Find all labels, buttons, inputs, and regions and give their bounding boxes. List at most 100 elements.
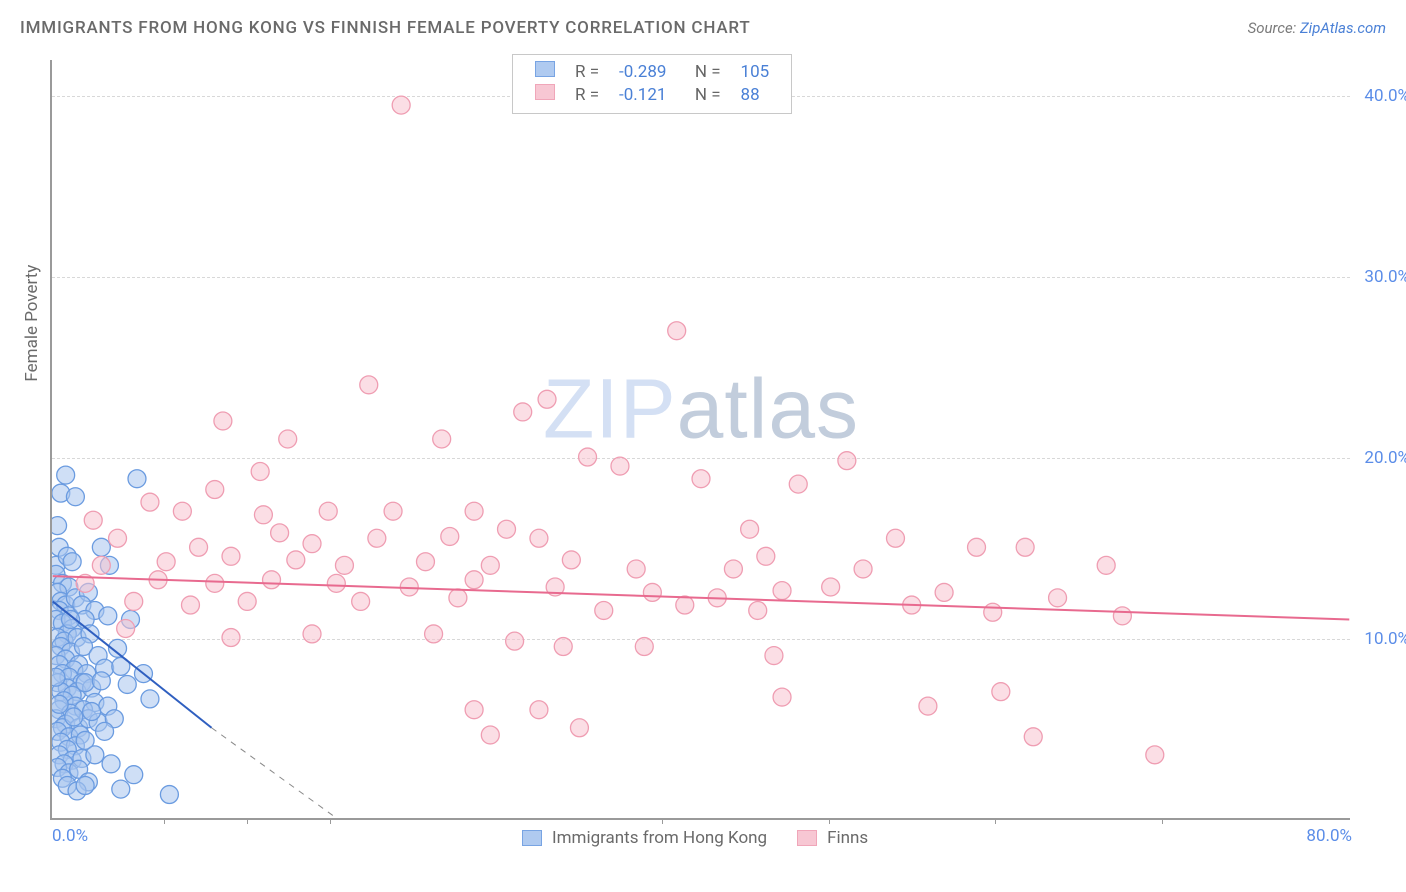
data-point-fi [433,430,451,448]
data-point-fi [757,547,775,565]
data-point-fi [384,502,402,520]
x-tick-mark [330,818,331,824]
data-point-hk [63,553,81,571]
data-point-fi [271,524,289,542]
data-point-fi [935,583,953,601]
data-point-fi [854,560,872,578]
data-point-hk [134,665,152,683]
data-point-fi [789,475,807,493]
data-point-fi [441,527,459,545]
data-point-fi [92,556,110,574]
data-point-hk [160,786,178,804]
data-point-hk [128,470,146,488]
data-point-fi [506,632,524,650]
data-point-hk [112,657,130,675]
data-point-hk [52,668,65,686]
data-point-fi [125,592,143,610]
data-point-fi [319,502,337,520]
data-point-fi [643,583,661,601]
x-tick-label: 80.0% [1306,826,1352,846]
data-point-fi [238,592,256,610]
data-point-fi [773,582,791,600]
data-point-fi [530,701,548,719]
data-point-fi [546,578,564,596]
x-tick-label: 0.0% [52,826,88,846]
data-point-fi [611,457,629,475]
data-point-fi [279,430,297,448]
swatch-fi [797,830,817,846]
data-point-hk [109,639,127,657]
y-tick-label: 10.0% [1364,629,1406,649]
plot-area: ZIPatlas R =-0.289 N =105 R =-0.121 N =8… [50,60,1350,820]
data-point-fi [968,538,986,556]
x-tick-mark [829,818,830,824]
data-point-fi [919,697,937,715]
data-point-fi [1049,589,1067,607]
data-point-fi [368,529,386,547]
swatch-hk [522,830,542,846]
data-point-fi [251,463,269,481]
data-point-fi [838,452,856,470]
data-point-fi [417,553,435,571]
source-link[interactable]: ZipAtlas.com [1300,19,1386,37]
data-point-fi [481,726,499,744]
data-point-hk [66,488,84,506]
legend-row-fi: R =-0.121 N =88 [529,84,775,107]
data-point-fi [117,620,135,638]
data-point-hk [92,672,110,690]
data-point-hk [92,538,110,556]
data-point-fi [400,578,418,596]
data-point-fi [303,625,321,643]
data-point-fi [109,529,127,547]
data-point-fi [579,448,597,466]
data-point-hk [65,708,83,726]
data-point-hk [52,695,68,713]
data-point-fi [157,553,175,571]
y-tick-label: 20.0% [1364,448,1406,468]
source-credit: Source: ZipAtlas.com [1248,19,1386,37]
data-point-fi [724,560,742,578]
data-point-fi [327,574,345,592]
data-point-fi [449,589,467,607]
data-point-fi [822,578,840,596]
data-point-hk [96,722,114,740]
data-point-fi [1016,538,1034,556]
data-point-fi [465,701,483,719]
legend-item-fi: Finns [797,828,868,848]
data-point-fi [206,574,224,592]
data-point-fi [530,529,548,547]
data-point-fi [1097,556,1115,574]
data-point-fi [773,688,791,706]
data-point-fi [206,481,224,499]
data-point-fi [708,589,726,607]
swatch-hk [535,61,555,77]
data-point-fi [360,376,378,394]
x-tick-mark [1162,818,1163,824]
data-point-hk [83,703,101,721]
data-point-fi [562,551,580,569]
data-point-fi [692,470,710,488]
data-point-fi [903,596,921,614]
data-point-fi [1113,607,1131,625]
data-point-hk [57,466,75,484]
data-point-fi [887,529,905,547]
data-point-fi [765,647,783,665]
data-point-fi [538,390,556,408]
data-point-fi [84,511,102,529]
data-point-fi [635,638,653,656]
data-point-hk [99,607,117,625]
swatch-fi [535,84,555,100]
data-point-fi [392,96,410,114]
data-point-fi [222,629,240,647]
data-point-fi [1024,728,1042,746]
data-point-hk [118,675,136,693]
data-point-fi [181,596,199,614]
data-point-fi [335,556,353,574]
data-point-fi [481,556,499,574]
data-point-fi [676,596,694,614]
data-point-fi [741,520,759,538]
legend-item-hk: Immigrants from Hong Kong [522,828,767,848]
data-point-fi [992,683,1010,701]
data-point-fi [984,603,1002,621]
data-point-hk [76,674,94,692]
